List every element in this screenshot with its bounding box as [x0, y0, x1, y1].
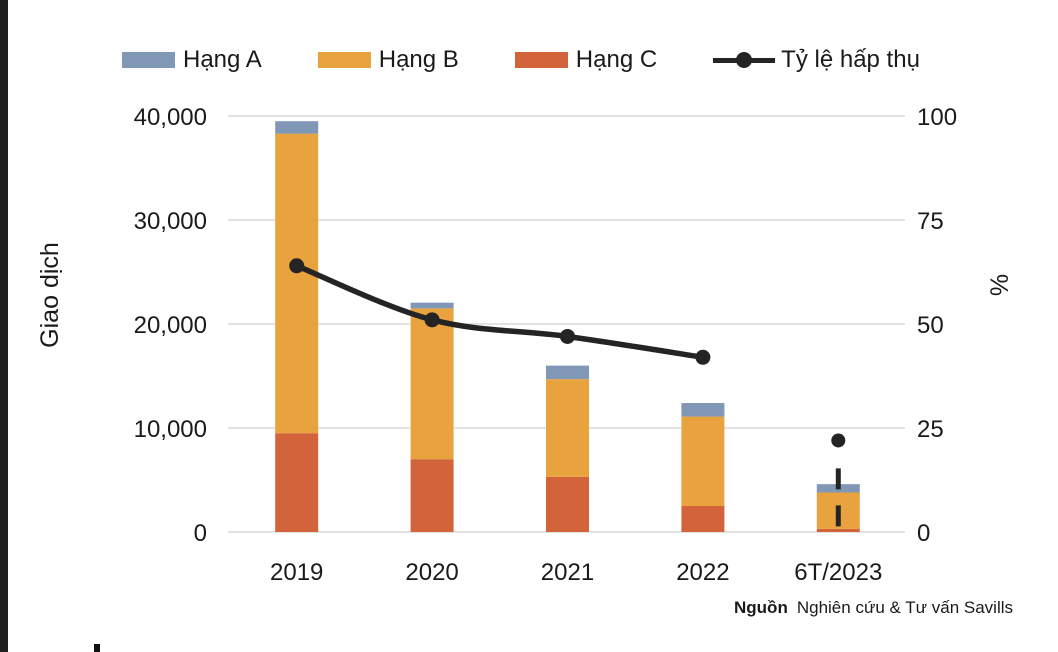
legend-label-absorption: Tỷ lệ hấp thụ [781, 46, 920, 73]
bar-segment-hạng-c-2022 [681, 506, 725, 532]
legend-item-hang-c: Hạng C [514, 46, 658, 74]
y-axis-tick-label: 10,000 [134, 416, 207, 443]
y2-axis-tick-label: 100 [917, 104, 957, 131]
legend-line-marker-icon [713, 52, 776, 68]
legend-item-hang-b: Hạng B [317, 46, 459, 74]
legend-label-hang-b: Hạng B [378, 46, 459, 73]
source-note: Nguồn Nghiên cứu & Tư vấn Savills [734, 598, 1013, 618]
absorption-point-2022 [695, 349, 711, 365]
bar-segment-hạng-b-2020 [410, 308, 454, 460]
y-axis-tick-label: 20,000 [134, 312, 207, 339]
legend-line-dot-icon [736, 52, 753, 68]
legend-label-hang-a: Hạng A [183, 46, 262, 73]
y2-axis-tick-label: 0 [917, 520, 930, 547]
x-axis-tick-label: 2022 [676, 559, 729, 586]
absorption-point-6T/2023 [831, 433, 846, 448]
legend-label-hang-c: Hạng C [575, 46, 658, 73]
y-axis-title: Giao dịch [36, 242, 64, 348]
legend-swatch-hang-b [317, 52, 371, 68]
source-text: Nghiên cứu & Tư vấn Savills [796, 598, 1013, 617]
y2-axis-tick-label: 25 [917, 416, 944, 443]
x-axis-tick-label: 2020 [405, 559, 458, 586]
absorption-point-2019 [289, 258, 305, 274]
y-axis-tick-label: 0 [194, 520, 207, 547]
bar-segment-hạng-a-2022 [681, 403, 725, 417]
bar-segment-hạng-c-2020 [410, 459, 454, 532]
bar-segment-hạng-b-2021 [546, 379, 589, 477]
bar-segment-hạng-a-2019 [275, 121, 319, 134]
y-axis-tick-label: 30,000 [134, 208, 207, 235]
y-axis-tick-label: 40,000 [134, 104, 207, 131]
x-axis-tick-label: 2019 [270, 559, 323, 586]
absorption-line [293, 263, 706, 361]
bar-segment-hạng-c-6T/2023 [816, 528, 860, 532]
x-axis-tick-label: 6T/2023 [794, 559, 882, 586]
bar-segment-hạng-a-2021 [546, 365, 589, 380]
bar-segment-hạng-b-2019 [275, 133, 319, 434]
bar-segment-hạng-b-2022 [681, 416, 725, 506]
legend-swatch-hang-a [122, 52, 175, 68]
y2-axis-tick-label: 50 [917, 312, 944, 339]
x-axis-tick-label: 2021 [541, 559, 594, 586]
legend-item-absorption-line: Tỷ lệ hấp thụ [713, 46, 920, 74]
absorption-point-2021 [560, 328, 575, 344]
y2-axis-title: % [986, 274, 1014, 296]
bar-segment-hạng-c-2021 [546, 476, 589, 532]
bar-segment-hạng-c-2019 [275, 433, 319, 532]
absorption-point-2020 [424, 312, 440, 328]
legend: Hạng A Hạng B Hạng C Tỷ lệ hấp thụ [122, 45, 920, 75]
y2-axis-tick-label: 75 [917, 208, 944, 235]
left-edge-strip [0, 0, 8, 652]
legend-swatch-hang-c [514, 52, 568, 68]
legend-item-hang-a: Hạng A [122, 46, 262, 74]
clipped-content-mark [94, 644, 100, 652]
source-label: Nguồn [734, 598, 788, 617]
bar-segment-hạng-a-2020 [410, 302, 454, 309]
